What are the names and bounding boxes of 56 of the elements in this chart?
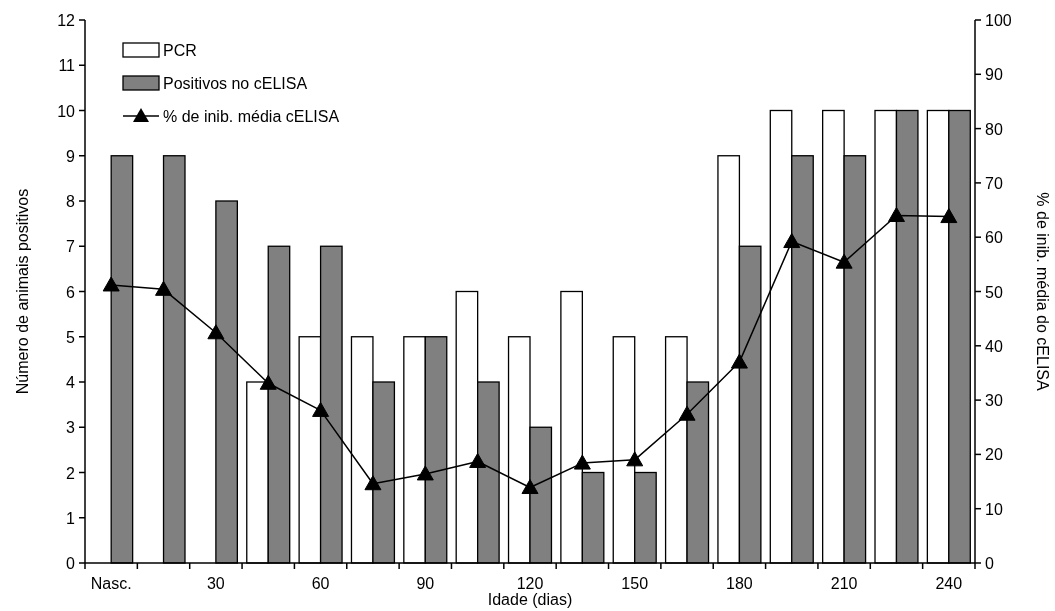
x-tick-label: 60 xyxy=(311,575,330,592)
point xyxy=(730,353,748,369)
legend-label: % de inib. média cELISA xyxy=(163,108,340,125)
point xyxy=(783,233,801,249)
point xyxy=(573,454,591,470)
x-tick-label: 30 xyxy=(206,575,225,592)
x-tick-label: 240 xyxy=(935,575,963,592)
y-tick-label: 10 xyxy=(57,102,76,120)
y2-tick-label: 80 xyxy=(985,120,1003,138)
x-tick-label: 180 xyxy=(726,575,753,592)
point xyxy=(521,479,539,495)
point xyxy=(102,276,120,292)
y-tick-label: 12 xyxy=(57,12,76,29)
point xyxy=(678,405,696,421)
y-tick-label: 1 xyxy=(66,509,76,527)
y-tick-label: 5 xyxy=(66,328,76,346)
y-tick-label: 3 xyxy=(66,419,76,437)
x-tick-label: 90 xyxy=(416,575,435,592)
x-tick-label: 210 xyxy=(830,575,858,592)
legend-label: Positivos no cELISA xyxy=(163,75,308,92)
point xyxy=(259,374,277,390)
point xyxy=(207,324,225,340)
y-tick-label: 9 xyxy=(66,147,76,165)
point xyxy=(364,475,382,491)
point xyxy=(469,452,487,468)
y-tick-label: 11 xyxy=(58,57,76,75)
point xyxy=(887,206,905,222)
y2-tick-label: 60 xyxy=(985,229,1003,247)
y2-tick-label: 90 xyxy=(985,66,1003,84)
x-tick-label: 120 xyxy=(516,575,544,592)
x-tick-label: 150 xyxy=(621,575,649,592)
y2-tick-label: 100 xyxy=(985,12,1012,29)
y2-tick-label: 40 xyxy=(985,337,1003,355)
point xyxy=(155,280,173,296)
y-tick-label: 4 xyxy=(66,374,76,391)
y2-tick-label: 50 xyxy=(985,283,1003,301)
y-axis-title: Número de animais positivos xyxy=(14,188,31,395)
legend-label: PCR xyxy=(163,42,197,59)
y2-tick-label: 10 xyxy=(985,500,1003,518)
y2-axis-title: % de inib. média do cELISA xyxy=(1034,192,1051,391)
x-tick-label: Nasc. xyxy=(90,575,132,592)
point xyxy=(312,401,330,417)
y-tick-label: 0 xyxy=(66,555,76,572)
point xyxy=(835,253,853,269)
point xyxy=(940,208,958,224)
point xyxy=(626,451,644,467)
y-tick-label: 2 xyxy=(66,464,76,482)
y2-tick-label: 20 xyxy=(985,446,1003,464)
y2-tick-label: 70 xyxy=(985,174,1003,192)
y-tick-label: 8 xyxy=(66,193,76,210)
y-tick-label: 7 xyxy=(66,238,76,256)
point xyxy=(416,465,434,481)
x-axis-title: Idade (dias) xyxy=(487,591,573,608)
y2-tick-label: 30 xyxy=(985,392,1003,410)
y-tick-label: 6 xyxy=(66,283,76,301)
y2-tick-label: 0 xyxy=(985,555,994,572)
